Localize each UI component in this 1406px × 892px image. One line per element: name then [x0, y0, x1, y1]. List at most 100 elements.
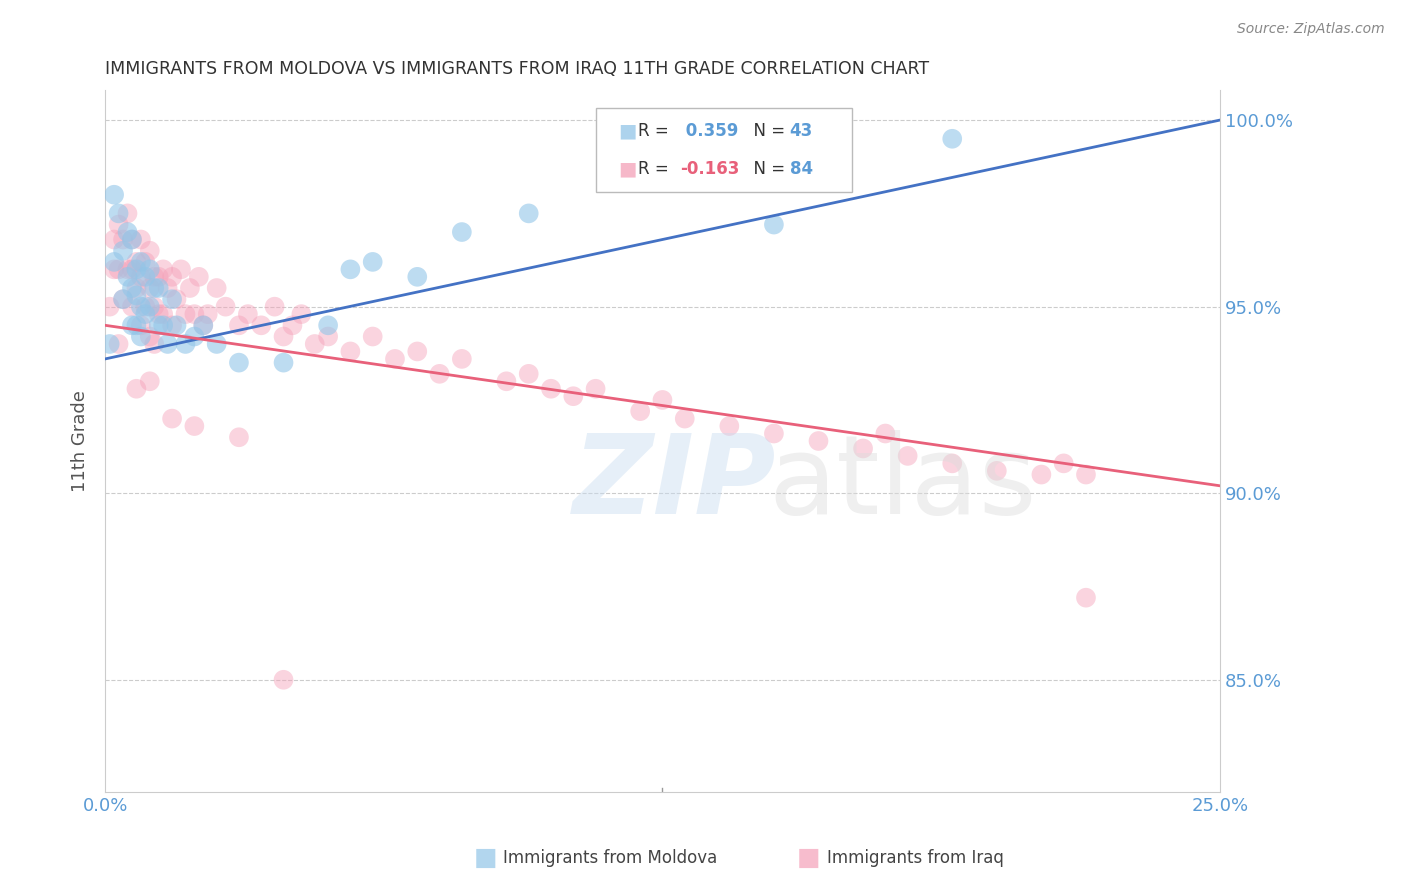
- Point: [174, 337, 197, 351]
- Point: [160, 269, 183, 284]
- Point: [1074, 467, 1097, 482]
- Text: Immigrants from Iraq: Immigrants from Iraq: [827, 849, 1004, 867]
- Point: [117, 269, 139, 284]
- Text: ■: ■: [474, 847, 496, 870]
- Point: [228, 356, 250, 370]
- Point: [281, 318, 304, 333]
- Point: [517, 206, 540, 220]
- Point: [121, 281, 143, 295]
- Text: 84: 84: [790, 161, 813, 178]
- Point: [125, 281, 148, 295]
- Text: ■: ■: [797, 847, 820, 870]
- Text: 0.359: 0.359: [681, 121, 738, 139]
- Point: [112, 244, 135, 258]
- Point: [125, 262, 148, 277]
- Point: [852, 442, 875, 456]
- Point: [166, 292, 188, 306]
- Point: [986, 464, 1008, 478]
- Point: [148, 269, 170, 284]
- Point: [183, 419, 205, 434]
- Point: [1053, 456, 1076, 470]
- Text: R =: R =: [638, 121, 673, 139]
- Point: [585, 382, 607, 396]
- Point: [673, 411, 696, 425]
- Point: [129, 233, 152, 247]
- Point: [651, 392, 673, 407]
- Point: [148, 281, 170, 295]
- Point: [121, 300, 143, 314]
- Point: [139, 300, 162, 314]
- Point: [117, 225, 139, 239]
- Point: [897, 449, 920, 463]
- Point: [718, 419, 741, 434]
- Point: [103, 233, 125, 247]
- Point: [121, 318, 143, 333]
- Point: [121, 233, 143, 247]
- Point: [875, 426, 897, 441]
- Point: [160, 292, 183, 306]
- Point: [361, 329, 384, 343]
- Point: [107, 262, 129, 277]
- Point: [107, 218, 129, 232]
- Point: [134, 300, 156, 314]
- Point: [125, 318, 148, 333]
- Point: [941, 132, 963, 146]
- Point: [450, 225, 472, 239]
- Point: [495, 374, 517, 388]
- Point: [228, 430, 250, 444]
- Point: [139, 374, 162, 388]
- Point: [263, 300, 285, 314]
- Point: [214, 300, 236, 314]
- Point: [193, 318, 215, 333]
- Point: [183, 329, 205, 343]
- Point: [139, 262, 162, 277]
- Text: 43: 43: [790, 121, 813, 139]
- Point: [103, 255, 125, 269]
- Point: [134, 269, 156, 284]
- Point: [166, 318, 188, 333]
- Text: N =: N =: [744, 121, 790, 139]
- Point: [121, 262, 143, 277]
- Text: ■: ■: [619, 160, 637, 178]
- Point: [197, 307, 219, 321]
- Point: [628, 169, 651, 183]
- Point: [450, 351, 472, 366]
- Point: [174, 307, 197, 321]
- Point: [250, 318, 273, 333]
- Point: [156, 337, 179, 351]
- Point: [121, 233, 143, 247]
- Point: [941, 456, 963, 470]
- Point: [148, 307, 170, 321]
- Point: [273, 356, 295, 370]
- Point: [129, 300, 152, 314]
- Point: [143, 337, 166, 351]
- Point: [125, 382, 148, 396]
- Point: [139, 329, 162, 343]
- Text: atlas: atlas: [768, 430, 1036, 537]
- Point: [103, 187, 125, 202]
- Point: [205, 281, 228, 295]
- Point: [762, 426, 785, 441]
- Point: [129, 318, 152, 333]
- Point: [143, 300, 166, 314]
- Point: [125, 288, 148, 302]
- Text: Immigrants from Moldova: Immigrants from Moldova: [503, 849, 717, 867]
- Point: [339, 262, 361, 277]
- Point: [143, 281, 166, 295]
- Point: [273, 673, 295, 687]
- Point: [273, 329, 295, 343]
- Point: [98, 337, 121, 351]
- Point: [406, 269, 429, 284]
- Point: [1031, 467, 1053, 482]
- Point: [236, 307, 259, 321]
- Point: [361, 255, 384, 269]
- Point: [1074, 591, 1097, 605]
- Point: [107, 337, 129, 351]
- Text: N =: N =: [744, 161, 790, 178]
- Point: [160, 411, 183, 425]
- Point: [139, 244, 162, 258]
- Point: [143, 269, 166, 284]
- Point: [429, 367, 451, 381]
- Point: [98, 300, 121, 314]
- Point: [562, 389, 585, 403]
